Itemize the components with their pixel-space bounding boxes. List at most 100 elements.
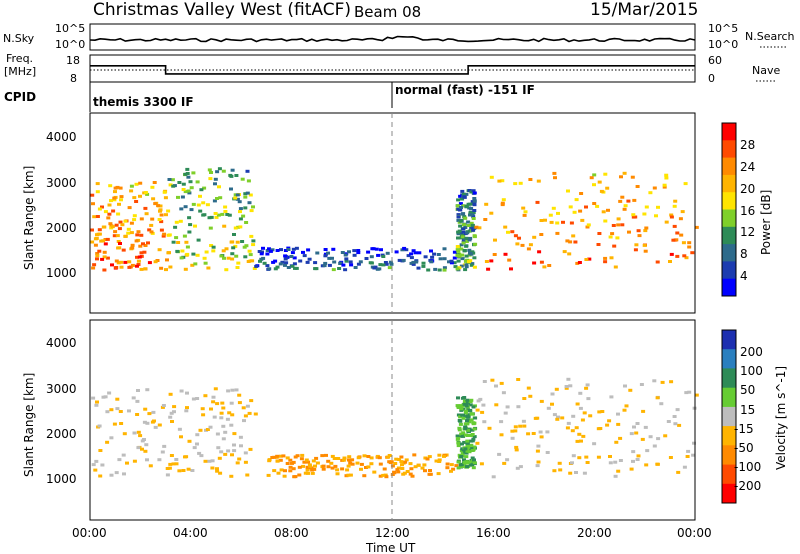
vel-ytick-3000: 3000 <box>46 382 77 396</box>
velocity-cell <box>420 466 425 470</box>
power-cell <box>230 257 235 261</box>
velocity-cell <box>282 474 287 478</box>
velocity-cell <box>460 442 464 446</box>
velocity-cell <box>458 415 463 419</box>
power-cell <box>106 216 111 220</box>
velocity-cell <box>535 449 540 453</box>
power-cell <box>159 266 164 270</box>
power-cell <box>679 233 684 237</box>
power-cell <box>421 261 426 265</box>
velocity-cell <box>248 447 253 451</box>
velocity-cell <box>335 468 340 472</box>
nsky-series-line <box>89 35 696 43</box>
velocity-cell <box>608 455 612 458</box>
power-cell <box>143 244 148 247</box>
velocity-cell <box>377 456 382 460</box>
power-cell <box>364 257 369 260</box>
velocity-cell <box>460 451 465 455</box>
velocity-cell <box>472 427 477 431</box>
power-cell <box>164 213 168 217</box>
velocity-cell <box>348 473 353 477</box>
velocity-cell <box>211 400 216 404</box>
power-cell <box>377 267 382 271</box>
power-cell <box>423 255 428 259</box>
power-cell <box>417 251 422 255</box>
power-colorbar-swatch <box>722 174 736 193</box>
velocity-cell <box>456 396 460 400</box>
power-cell <box>503 252 508 256</box>
velocity-cell <box>471 405 476 409</box>
velocity-cell <box>142 420 147 424</box>
velocity-cell <box>497 452 502 456</box>
velocity-cell <box>303 471 308 475</box>
velocity-cell <box>580 418 585 422</box>
power-cell <box>146 241 150 245</box>
power-cell <box>464 244 469 248</box>
velocity-cell <box>533 416 538 420</box>
power-cell <box>116 240 121 243</box>
power-cell <box>460 257 465 261</box>
velocity-cell <box>470 462 475 466</box>
velocity-cell <box>243 414 248 418</box>
velocity-cell <box>574 426 579 430</box>
power-cell <box>126 227 131 231</box>
power-cell <box>228 173 233 177</box>
velocity-cell <box>135 399 140 403</box>
power-cell <box>120 223 125 227</box>
power-cell <box>322 264 327 268</box>
power-cell <box>471 217 476 220</box>
power-cell <box>471 251 476 255</box>
power-cell <box>184 240 189 244</box>
power-cell <box>203 261 208 265</box>
velocity-cell <box>109 408 114 412</box>
power-cell <box>574 198 579 202</box>
velocity-cell <box>105 440 110 444</box>
power-cell <box>143 191 148 194</box>
power-cell <box>286 248 291 251</box>
velocity-cell <box>472 461 477 465</box>
power-cell <box>236 225 241 229</box>
velocity-cell <box>682 465 687 469</box>
velocity-cell <box>513 429 518 433</box>
velocity-cell <box>169 454 174 457</box>
velocity-cell <box>585 461 590 464</box>
velocity-cell <box>245 473 250 477</box>
power-cell <box>460 189 465 193</box>
power-cell <box>432 252 437 256</box>
velocity-cell <box>98 449 103 452</box>
power-colorbar-label: Power [dB] <box>759 190 773 255</box>
velocity-cell <box>402 471 407 475</box>
velocity-colorbar-ticks: 200 100 50 15 -15 -50 -100 -200 <box>734 345 763 493</box>
power-cell <box>279 248 283 252</box>
power-cell <box>655 260 660 264</box>
velocity-cell <box>278 458 283 462</box>
velocity-cell <box>481 403 486 407</box>
cpid-left-text: themis 3300 IF <box>93 95 194 109</box>
velocity-cell <box>292 475 297 479</box>
power-cell <box>95 215 100 218</box>
power-cell <box>352 253 357 257</box>
power-cell <box>455 245 460 248</box>
power-cell <box>158 208 163 212</box>
power-cell <box>580 218 585 222</box>
velocity-cell <box>190 469 195 472</box>
velocity-cell <box>469 443 474 447</box>
velocity-cell <box>216 446 221 450</box>
power-cell <box>584 258 589 261</box>
velocity-colorbar-swatch <box>722 445 736 465</box>
velocity-cell <box>469 418 474 422</box>
velocity-cell <box>465 465 469 469</box>
power-cell <box>603 219 608 223</box>
velocity-cell <box>324 453 328 457</box>
power-cell <box>278 262 283 266</box>
velocity-cell <box>288 458 293 462</box>
velocity-cell <box>463 425 468 429</box>
velocity-cell <box>469 412 474 416</box>
velocity-colorbar-frame <box>721 329 737 504</box>
power-cell <box>183 205 188 209</box>
power-cell <box>449 261 454 265</box>
power-cell <box>166 233 171 237</box>
power-cell <box>459 243 464 247</box>
velocity-cell <box>230 388 235 392</box>
